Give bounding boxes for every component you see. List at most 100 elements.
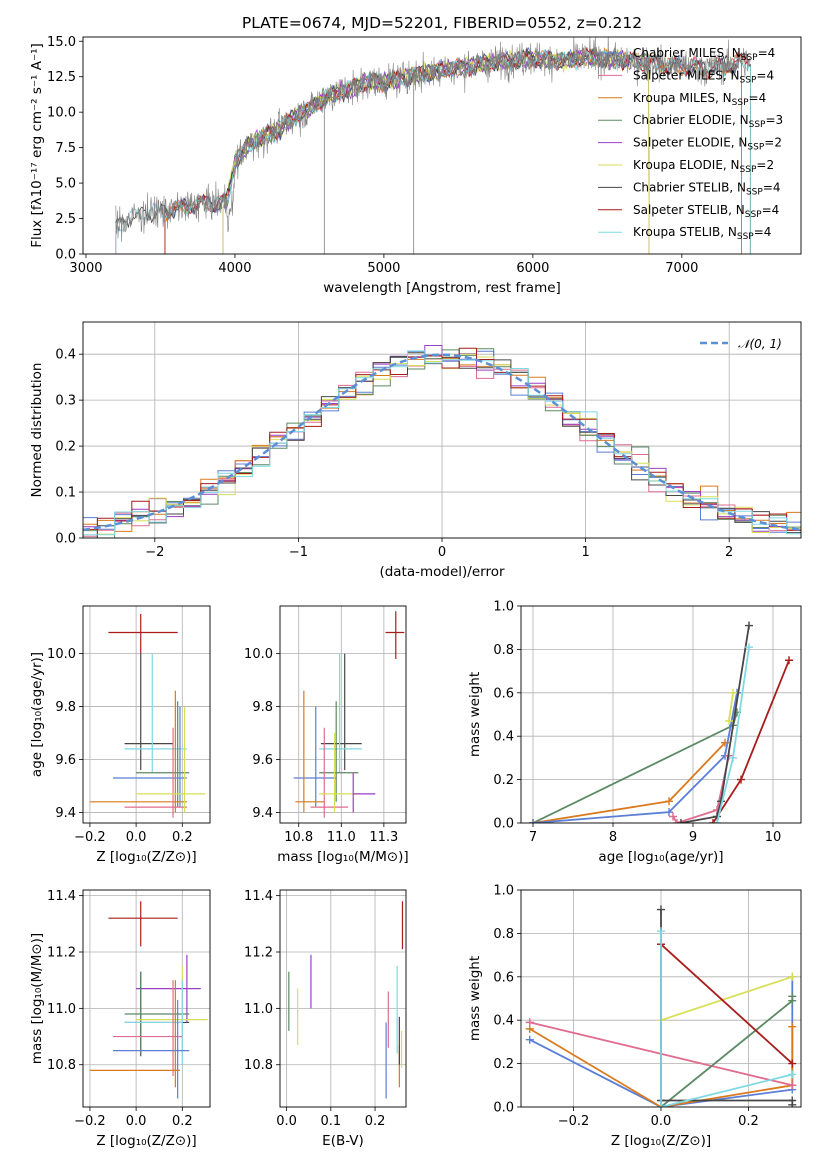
x-tick-label: 0.0 [126,1114,147,1129]
y-axis-label: Normed distribution [29,363,45,498]
x-tick-label: −0.2 [74,830,106,845]
error-bar-point [293,706,337,808]
plot-area [521,606,801,823]
legend-text: =4 [758,46,776,60]
legend-label: Chabrier ELODIE, NSSP=3 [633,113,783,130]
y-tick-label: 0.3 [55,394,76,409]
axes-frame [82,321,802,539]
legend-subscript: SSP [732,98,749,108]
x-tick-label: 11.3 [369,830,398,845]
y-tick-label: 12.5 [47,70,76,85]
y-tick-label: 11.4 [47,889,76,904]
weight-line-2 [532,692,738,823]
error-bar-point [124,727,187,818]
y-tick-label: 11.0 [47,1002,76,1017]
error-bar-point [310,727,349,818]
x-axis-label: (data-model)/error [379,564,505,580]
weight-marker [788,972,797,981]
model-line-5 [222,47,650,254]
legend-subscript: SSP [741,53,758,63]
error-bar-point [113,999,190,1099]
y-tick-label: 0.0 [493,1101,514,1116]
error-bar-point [124,653,174,771]
weight-marker [788,1070,797,1079]
weight-marker [669,812,677,821]
weight-marker [525,1035,534,1044]
x-axis-label: Z [log₁₀(Z/Z⊙)] [96,1133,196,1149]
weight-marker [745,643,753,652]
error-bar-point [113,980,183,1076]
error-bar-point [89,980,180,1088]
axes-frame [520,889,802,1108]
legend-label: 𝒩(0, 1) [738,337,782,351]
legend-subscript: SSP [740,165,757,175]
weight-marker [737,775,745,784]
y-tick-label: 9.4 [252,806,273,821]
y-tick-label: 9.6 [55,753,76,768]
weight-marker [788,1100,797,1107]
x-tick-label: 0.2 [365,1114,386,1129]
legend-subscript: SSP [745,210,762,220]
y-axis-label: mass weight [467,956,483,1041]
x-tick-label: 9 [689,830,697,845]
y-axis-label: age [log₁₀(age/yr)] [29,652,45,777]
error-bar-point [124,971,190,1054]
y-axis-label: mass [log₁₀(M/M⊙)] [29,933,45,1064]
error-bar-point [108,901,178,947]
panel-age_vs_Z: −0.2 0.0 0.2 9.4 9.6 9.8 10.0 Z [log₁₀(Z/Z⊙)] ag… [29,605,211,865]
x-tick-label: 0.2 [172,830,193,845]
x-tick-label: 0.0 [126,830,147,845]
weight-marker [665,808,673,817]
axes-frame [279,605,407,824]
x-tick-label: 7000 [665,261,698,276]
panel-weight_vs_age: 7 8 9 10 0.0 0.2 0.4 0.6 0.8 1.0 age [log₁₀(age/yr… [467,600,802,865]
x-axis-label: Z [log₁₀(Z/Z⊙)] [611,1133,711,1149]
y-tick-label: 10.8 [47,1058,76,1073]
legend-label: Salpeter MILES, NSSP=4 [633,68,774,85]
axes-frame [82,36,802,255]
x-tick-label: 0.2 [738,1114,759,1129]
x-axis-label: Z [log₁₀(Z/Z⊙)] [96,849,196,865]
error-bar-point [319,653,362,773]
x-tick-label: −0.2 [558,1114,590,1129]
plot-area [83,322,801,538]
y-tick-label: 0.4 [493,1014,514,1029]
y-tick-label: 11.2 [244,946,273,961]
x-tick-label: −0.2 [74,1114,106,1129]
legend-text: Kroupa MILES, N [633,91,732,105]
y-tick-label: 0.0 [493,817,514,832]
x-tick-label: 0.2 [172,1114,193,1129]
x-axis-label: wavelength [Angstrom, rest frame] [323,280,561,296]
x-axis-label: E(B-V) [322,1133,364,1149]
legend-text: =3 [765,113,783,127]
x-tick-label: 6000 [516,261,549,276]
error-bar-point [320,653,362,771]
error-bar-point [89,690,187,813]
error-bar-point [108,613,178,654]
x-axis-label: age [log₁₀(age/yr)] [598,849,723,865]
panel-mass_vs_EBV: 0.0 0.1 0.2 10.8 11.0 11.2 11.4 E(B-V) [244,889,407,1149]
x-tick-label: 3000 [69,261,102,276]
weight-line-1 [532,742,726,823]
weight-marker [529,819,537,823]
plot-area [521,890,801,1107]
legend-label: Kroupa STELIB, NSSP=4 [633,225,771,242]
y-tick-label: 0.0 [55,248,76,263]
legend-text: Salpeter MILES, N [633,68,740,82]
legend-label: Chabrier STELIB, NSSP=4 [633,180,781,197]
x-tick-label: 4000 [218,261,251,276]
plot-area [280,890,406,1107]
legend-text: =4 [762,203,780,217]
y-tick-label: 10.0 [47,647,76,662]
legend-subscript: SSP [737,232,754,242]
legend-subscript: SSP [746,187,763,197]
y-tick-label: 0.8 [493,643,514,658]
model-line-3 [222,49,650,254]
panel-mass_vs_Z: −0.2 0.0 0.2 10.8 11.0 11.2 11.4 Z [log₁₀(Z/Z⊙)… [29,889,211,1149]
weight-marker [788,1081,797,1090]
legend-text: =4 [756,68,774,82]
plot-area [280,606,406,823]
weight-marker [745,621,753,630]
panel-residuals: −2 −1 0 1 2 0.0 0.1 0.2 0.3 0.4 (data-model)/error… [29,321,802,580]
legend-text: =2 [764,136,782,150]
